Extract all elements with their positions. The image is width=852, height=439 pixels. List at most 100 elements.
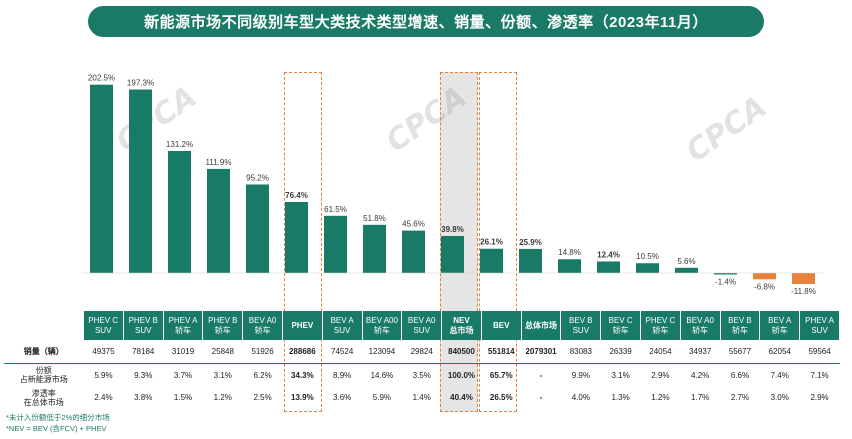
column-header-line: 总体市场 <box>525 320 558 330</box>
bar-14 <box>636 263 659 273</box>
table-cell: 2.5% <box>253 393 272 403</box>
table-cell: 3.7% <box>173 370 193 380</box>
column-header-line: SUV <box>811 325 828 335</box>
bar-chart: 202.5% 197.3% 131.2% 111.9% 95.2% 76.4% 61.5% 5… <box>82 74 823 296</box>
column-header-line: SUV <box>413 325 430 335</box>
bar-12 <box>558 259 581 273</box>
table-cell: 3.1% <box>213 370 232 380</box>
table-cell: 62054 <box>759 340 800 364</box>
bar-1 <box>129 89 152 273</box>
table-cell: 4.2% <box>691 370 710 380</box>
column-header-line: BEV <box>493 320 510 330</box>
bar-label-13: 12.4% <box>597 250 620 259</box>
table-cell: 59564 <box>799 340 840 364</box>
table-cell: 1.5% <box>173 393 193 403</box>
column-header-line: BEV A00 <box>365 315 398 325</box>
column-header-line: BEV B <box>728 315 752 325</box>
column-header-8: BEV A0 SUV <box>401 311 443 340</box>
column-header-line: SUV <box>572 325 590 335</box>
bar-13 <box>597 261 620 273</box>
table-cell: 6.6% <box>730 370 750 380</box>
table-cell: 25848 <box>202 340 243 364</box>
bev-column-outline <box>479 72 517 412</box>
phev-column-outline <box>284 72 322 412</box>
table-row: 销量（辆） 49375 78184 31019 25848 51926 288686 7452… <box>4 340 840 364</box>
row-label: 份额 占新能源市场 <box>4 363 84 386</box>
column-header-line: BEV A0 <box>407 315 436 325</box>
column-header-7: BEV A00 轿车 <box>362 311 403 340</box>
table-cell: 74524 <box>322 340 363 364</box>
column-header-line: 总市场 <box>449 325 474 335</box>
column-header-13: BEV C 轿车 <box>600 311 641 340</box>
table-cell: 3.8% <box>134 393 153 403</box>
table-cell: 3.5% <box>412 370 431 380</box>
bar-label-2: 131.2% <box>166 140 193 149</box>
column-header-line: 轿车 <box>612 325 629 335</box>
row-label-line: 份额 <box>35 366 52 375</box>
bar-label-11: 25.9% <box>519 238 542 247</box>
table-cell: 2.9% <box>651 370 670 380</box>
bar-label-4: 95.2% <box>246 173 269 182</box>
bar-8 <box>402 230 425 273</box>
column-header-line: NEV <box>453 315 470 325</box>
column-header-line: PHEV <box>291 320 314 330</box>
table-cell: 1.4% <box>412 393 431 403</box>
table-cell: 14.6% <box>370 370 394 380</box>
bar-label-6: 61.5% <box>324 205 347 214</box>
row-label-line: 渗透率 <box>31 388 56 398</box>
column-header-line: PHEV B <box>208 315 238 325</box>
column-header-15: BEV A0 轿车 <box>680 311 721 340</box>
table-cell: 9.3% <box>134 370 153 380</box>
table-cell: 1.3% <box>611 393 630 403</box>
bar-15 <box>675 267 698 273</box>
table-cell: 13.9% <box>291 393 314 403</box>
table-cell: 49375 <box>83 340 124 364</box>
column-header-3: PHEV B 轿车 <box>202 311 244 340</box>
column-header-2: PHEV A 轿车 <box>163 311 204 340</box>
table-cell: 9.9% <box>571 370 590 380</box>
table-cell: 123094 <box>362 340 402 364</box>
table-cell: 2.7% <box>730 393 750 403</box>
table-row: 渗透率 在总体市场 2.4% 3.8% 1.5% 1.2% 2.5% 13.9% 3.6% 5.9… <box>4 386 840 409</box>
bar-18 <box>792 273 815 284</box>
column-header-0: PHEV C SUV <box>83 311 124 340</box>
table-cell: 1.7% <box>691 393 710 403</box>
table-cell: 55677 <box>720 340 760 364</box>
column-header-line: BEV A <box>330 315 354 325</box>
table-cell: 65.7% <box>489 370 513 380</box>
table-cell: 29824 <box>401 340 442 364</box>
table-corner <box>4 311 84 340</box>
footnote-2: *NEV = BEV (含FCV) + PHEV <box>6 424 107 433</box>
bar-label-0: 202.5% <box>88 74 115 83</box>
table-cell: 3.1% <box>611 370 630 380</box>
footnote-1: *未计入份额低于2%的细分市场 <box>6 413 110 422</box>
table-cell: 83083 <box>560 340 601 364</box>
table-cell: 7.1% <box>810 370 829 380</box>
bar-label-15: 5.6% <box>677 257 695 266</box>
table-cell: 26339 <box>600 340 641 364</box>
column-header-10: BEV <box>481 311 522 340</box>
bar-11 <box>519 248 542 273</box>
table-cell: 5.9% <box>94 370 113 380</box>
table-cell: 551814 <box>481 340 522 364</box>
table-cell: 840500 <box>441 340 482 364</box>
bar-label-3: 111.9% <box>206 158 232 167</box>
bar-6 <box>324 215 347 273</box>
column-header-18: PHEV A SUV <box>799 311 840 340</box>
column-header-line: PHEV C <box>645 315 676 325</box>
column-header-line: 轿车 <box>175 325 192 335</box>
bar-9 <box>441 235 464 273</box>
table-cell: 26.5% <box>489 393 513 403</box>
column-header-line: BEV C <box>608 315 633 325</box>
bar-label-8: 45.6% <box>402 220 425 229</box>
column-header-line: PHEV B <box>128 315 158 325</box>
bar-3 <box>207 168 230 273</box>
column-header-line: 轿车 <box>254 325 271 335</box>
table-cell: - <box>539 393 543 403</box>
bar-label-7: 51.8% <box>363 214 386 223</box>
bar-label-5: 76.4% <box>285 191 308 200</box>
row-label: 销量（辆） <box>4 340 84 364</box>
bar-4 <box>246 184 269 273</box>
table-cell: 34937 <box>680 340 721 364</box>
table-header-row: PHEV C SUV PHEV B SUV PHEV A 轿车 PHEV B 轿车 BEV A0… <box>4 311 840 340</box>
